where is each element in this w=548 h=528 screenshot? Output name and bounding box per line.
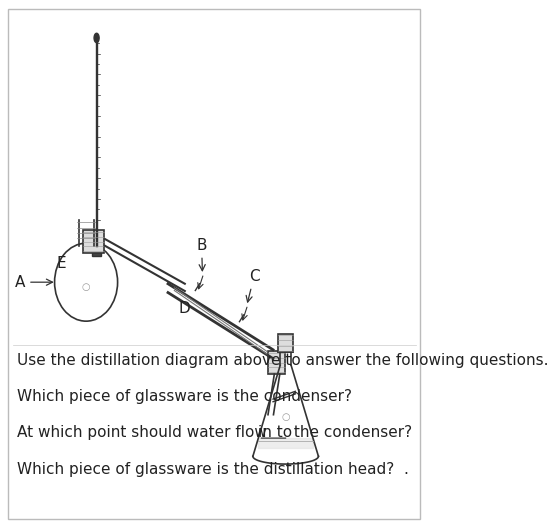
Text: D: D xyxy=(179,300,191,316)
Bar xyxy=(93,243,101,256)
Text: B: B xyxy=(196,238,207,271)
Text: in to: in to xyxy=(258,426,293,440)
Text: ○: ○ xyxy=(82,282,90,293)
Bar xyxy=(278,334,293,352)
Text: the condenser?: the condenser? xyxy=(289,426,412,440)
Text: C: C xyxy=(246,269,259,302)
Bar xyxy=(268,351,285,374)
Text: At which point should water flow: At which point should water flow xyxy=(17,426,271,440)
Text: Which piece of glassware is the distillation head?  .: Which piece of glassware is the distilla… xyxy=(17,462,409,477)
Bar xyxy=(83,230,104,253)
Text: Which piece of glassware is the condenser?: Which piece of glassware is the condense… xyxy=(17,389,352,404)
Ellipse shape xyxy=(94,33,99,43)
Text: A: A xyxy=(15,275,53,290)
Text: Use the distillation diagram above to answer the following questions.: Use the distillation diagram above to an… xyxy=(17,353,548,367)
Text: E: E xyxy=(56,257,66,271)
Text: ○: ○ xyxy=(282,412,290,422)
